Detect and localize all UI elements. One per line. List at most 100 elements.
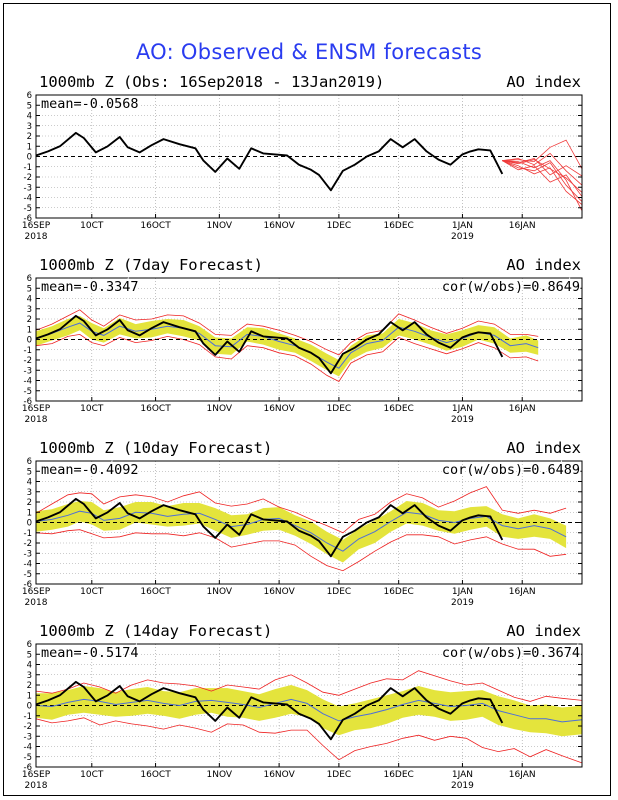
x-tick-label: 16OCT <box>140 404 171 414</box>
y-tick-label: 5 <box>27 650 32 660</box>
y-tick-label: 4 <box>27 112 32 122</box>
y-tick-label: 4 <box>27 661 32 671</box>
x-tick-label: 16OCT <box>140 770 171 780</box>
x-tick-label: 16SEP <box>22 770 51 780</box>
mean-label: mean=-0.4092 <box>41 462 139 478</box>
correlation-label: cor(w/obs)=0.6489 <box>442 462 580 478</box>
y-tick-label: 1 <box>27 691 32 701</box>
ensemble-member-line <box>502 152 582 186</box>
x-tick-label: 1NOV <box>207 587 233 597</box>
y-tick-label: 0 <box>27 336 32 346</box>
plot-area <box>36 644 582 767</box>
y-tick-label: -4 <box>24 560 32 570</box>
mean-label: mean=-0.0568 <box>41 96 139 112</box>
x-tick-label: 10CT <box>80 404 104 414</box>
y-tick-label: -5 <box>24 387 32 397</box>
y-tick-label: 3 <box>27 671 32 681</box>
y-tick-label: 2 <box>27 132 32 142</box>
forecast-upper-envelope <box>36 670 582 702</box>
forecast-lower-envelope <box>36 529 567 572</box>
y-tick-label: 5 <box>27 284 32 294</box>
panel-title: 1000mb Z (14day Forecast) <box>39 622 272 640</box>
x-tick-label: 16JAN <box>509 587 536 597</box>
y-tick-label: -6 <box>24 397 32 407</box>
x-tick-label: 16JAN <box>509 404 536 414</box>
x-tick-year-label: 2018 <box>25 232 48 242</box>
observed-ao-line <box>36 131 504 192</box>
x-tick-label: 10CT <box>80 770 104 780</box>
x-tick-year-label: 2018 <box>25 781 48 791</box>
y-tick-label: 0 <box>27 519 32 529</box>
x-tick-label: 16DEC <box>383 770 413 780</box>
forecast-upper-envelope <box>36 486 567 534</box>
y-tick-label: -4 <box>24 377 32 387</box>
x-tick-label: 10CT <box>80 587 104 597</box>
panel-14day-forecast: 1000mb Z (14day Forecast) AO index6543210… <box>22 622 583 791</box>
x-tick-label: 16NOV <box>263 587 295 597</box>
y-tick-label: -2 <box>24 722 32 732</box>
x-tick-label: 1NOV <box>207 404 233 414</box>
x-tick-label: 16JAN <box>509 221 536 231</box>
y-tick-label: 6 <box>27 91 32 101</box>
y-tick-label: -1 <box>24 163 32 173</box>
correlation-label: cor(w/obs)=0.3674 <box>442 645 580 661</box>
y-tick-label: -1 <box>24 529 32 539</box>
forecast-mean-line <box>36 510 567 552</box>
x-tick-label: 1DEC <box>327 770 352 780</box>
forecast-spread-band <box>36 685 582 737</box>
x-tick-year-label: 2018 <box>25 598 48 608</box>
y-tick-label: 2 <box>27 315 32 325</box>
figure-title: AO: Observed & ENSM forecasts <box>135 40 483 64</box>
x-tick-label: 1JAN <box>452 404 473 414</box>
x-tick-label: 16NOV <box>263 770 295 780</box>
y-tick-label: 0 <box>27 702 32 712</box>
x-tick-year-label: 2018 <box>25 415 48 425</box>
panel-title: 1000mb Z (7day Forecast) <box>39 256 263 274</box>
x-tick-label: 1NOV <box>207 770 233 780</box>
observed-ao-line <box>36 497 504 558</box>
panel-10day-forecast: 1000mb Z (10day Forecast) AO index6543210… <box>22 439 583 608</box>
y-tick-label: -6 <box>24 214 32 224</box>
y-tick-label: -4 <box>24 194 32 204</box>
y-tick-label: -2 <box>24 539 32 549</box>
y-tick-label: 3 <box>27 122 32 132</box>
ensemble-member-line <box>502 160 582 197</box>
y-tick-label: -1 <box>24 712 32 722</box>
panel-right-label: AO index <box>506 622 581 640</box>
y-tick-label: -5 <box>24 753 32 763</box>
y-tick-label: 1 <box>27 508 32 518</box>
y-tick-label: 1 <box>27 142 32 152</box>
x-tick-label: 16DEC <box>383 404 413 414</box>
ensemble-member-line <box>502 158 582 177</box>
panel-7day-forecast: 1000mb Z (7day Forecast) AO index6543210-… <box>22 256 583 425</box>
x-tick-label: 16SEP <box>22 587 51 597</box>
panel-title: 1000mb Z (10day Forecast) <box>39 439 272 457</box>
panel-title: 1000mb Z (Obs: 16Sep2018 - 13Jan2019) <box>39 73 384 91</box>
plot-area <box>36 278 582 401</box>
x-tick-label: 16DEC <box>383 221 413 231</box>
figure-frame <box>3 3 611 796</box>
ensemble-member-line <box>502 139 582 169</box>
x-tick-label: 10CT <box>80 221 104 231</box>
y-tick-label: 0 <box>27 153 32 163</box>
y-tick-label: 6 <box>27 274 32 284</box>
x-tick-label: 16NOV <box>263 221 295 231</box>
y-tick-label: -3 <box>24 549 32 559</box>
y-tick-label: 5 <box>27 101 32 111</box>
y-tick-label: 3 <box>27 488 32 498</box>
x-tick-label: 16SEP <box>22 221 51 231</box>
panel-right-label: AO index <box>506 439 581 457</box>
y-tick-label: 5 <box>27 467 32 477</box>
forecast-spread-band <box>36 315 539 377</box>
x-tick-label: 16SEP <box>22 404 51 414</box>
x-tick-label: 1DEC <box>327 221 352 231</box>
y-tick-label: -3 <box>24 183 32 193</box>
y-tick-label: -2 <box>24 173 32 183</box>
y-tick-label: 6 <box>27 457 32 467</box>
x-tick-label: 1DEC <box>327 404 352 414</box>
forecast-lower-envelope <box>36 717 582 764</box>
y-tick-label: 2 <box>27 681 32 691</box>
y-tick-label: 6 <box>27 640 32 650</box>
y-tick-label: -3 <box>24 732 32 742</box>
y-tick-label: 1 <box>27 325 32 335</box>
